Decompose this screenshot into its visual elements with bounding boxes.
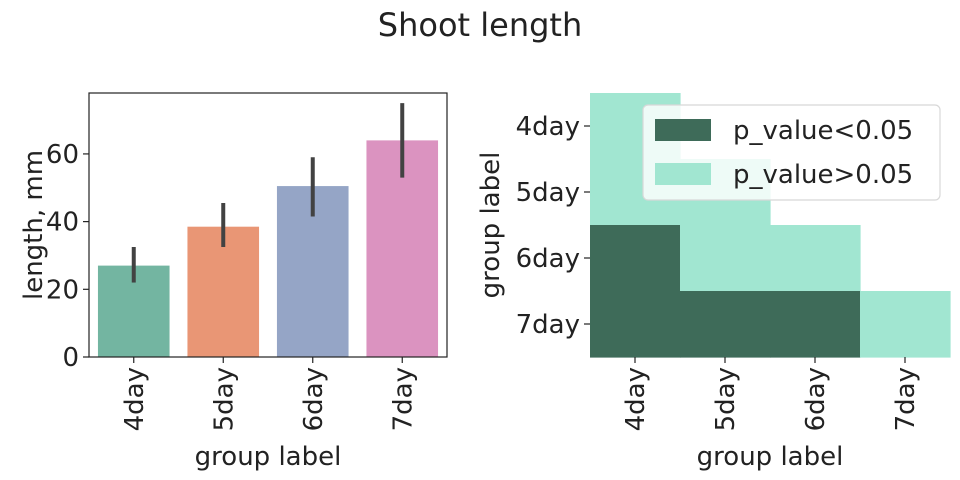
- bar-chart: 0 20 40 60 4day 5day 6day 7day length, mm grou…: [19, 92, 448, 472]
- heatmap-cell-7day-4day: [590, 291, 681, 358]
- bar-plot-frame: [88, 92, 448, 358]
- significance-heatmap: 4day 5day 6day 7day 4day 5day 6day 7day group …: [476, 93, 951, 472]
- heatmap-cell-6day-4day: [590, 225, 681, 292]
- heatmap-y-tick-label: 4day: [516, 112, 580, 142]
- figure-title: Shoot length: [378, 6, 582, 44]
- bar-x-tick-label: 5day: [209, 367, 239, 431]
- heatmap-cell-7day-7day: [860, 291, 951, 358]
- legend-swatch: [655, 119, 711, 141]
- heatmap-cell-7day-5day: [680, 291, 771, 358]
- legend-label: p_value<0.05: [733, 116, 913, 146]
- bar-x-tick-label: 4day: [120, 367, 150, 431]
- bar-y-tick-label: 0: [62, 343, 79, 373]
- heatmap-x-tick-label: 6day: [801, 367, 831, 431]
- heatmap-cell-6day-6day: [770, 225, 861, 292]
- bar-y-tick-label: 60: [46, 140, 79, 170]
- bar-5day: [187, 226, 260, 357]
- heatmap-x-tick-label: 7day: [891, 367, 921, 431]
- heatmap-cell-7day-6day: [770, 291, 861, 358]
- bar-y-tick-label: 20: [46, 275, 79, 305]
- legend-swatch: [655, 163, 711, 185]
- heatmap-y-tick-label: 7day: [516, 310, 580, 340]
- bar-x-tick-label: 7day: [388, 367, 418, 431]
- legend-box: [642, 104, 941, 201]
- bar-y-axis-label: length, mm: [19, 150, 49, 300]
- heatmap-y-axis-label: group label: [476, 152, 506, 299]
- heatmap-y-tick-label: 6day: [516, 244, 580, 274]
- heatmap-y-tick-label: 5day: [516, 178, 580, 208]
- heatmap-x-tick-label: 5day: [711, 367, 741, 431]
- bar-x-axis-label: group label: [195, 442, 342, 472]
- heatmap-x-tick-label: 4day: [621, 367, 651, 431]
- heatmap-cell-6day-5day: [680, 225, 771, 292]
- heatmap-x-axis-label: group label: [697, 442, 844, 472]
- bar-y-tick-label: 40: [46, 208, 79, 238]
- heatmap-legend: p_value<0.05 p_value>0.05: [642, 104, 941, 201]
- bar-x-tick-label: 6day: [299, 367, 329, 431]
- legend-label: p_value>0.05: [733, 160, 913, 190]
